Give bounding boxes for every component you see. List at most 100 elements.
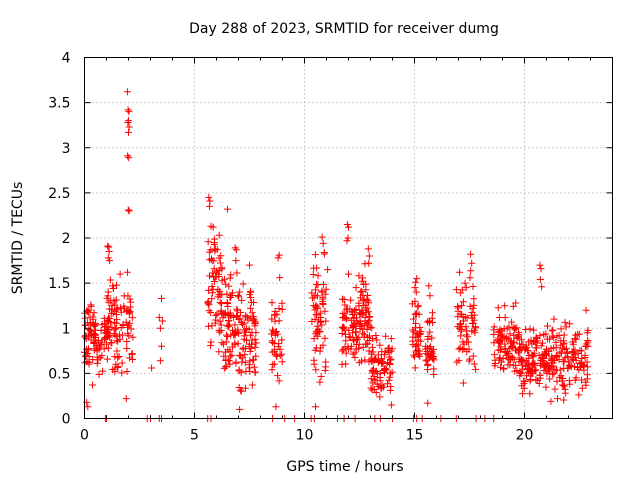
data-point-498 <box>314 304 322 312</box>
data-point-1257 <box>158 342 165 350</box>
data-point-816 <box>429 354 437 362</box>
data-point-1159 <box>546 375 554 383</box>
data-point-61 <box>104 344 112 352</box>
data-point-198 <box>123 368 131 376</box>
data-point-349 <box>250 299 258 307</box>
data-point-128 <box>104 292 112 300</box>
data-point-598 <box>355 272 363 280</box>
data-point-297 <box>232 359 240 367</box>
data-point-1305 <box>122 395 130 403</box>
data-point-454 <box>270 328 278 336</box>
data-point-115 <box>111 301 119 309</box>
data-point-347 <box>249 356 257 364</box>
data-point-82 <box>103 340 111 348</box>
data-point-871 <box>463 348 471 356</box>
data-point-320 <box>233 305 241 313</box>
data-point-314 <box>226 293 234 301</box>
data-point-957 <box>494 304 502 312</box>
data-point-751 <box>411 353 419 361</box>
data-point-717 <box>370 385 378 393</box>
data-point-436 <box>271 307 279 315</box>
data-point-1185 <box>545 347 553 355</box>
data-point-864 <box>466 274 474 282</box>
data-point-695 <box>371 376 379 384</box>
data-point-321 <box>217 308 225 316</box>
data-point-653 <box>357 288 365 296</box>
data-point-1252 <box>106 257 114 265</box>
data-point-487 <box>309 271 317 279</box>
data-point-619 <box>355 302 363 310</box>
data-point-873 <box>468 308 476 316</box>
data-point-774 <box>410 315 418 323</box>
data-point-1276 <box>319 239 327 247</box>
data-point-154 <box>105 315 113 323</box>
data-point-756 <box>417 337 425 345</box>
data-point-482 <box>314 332 322 340</box>
data-point-511 <box>321 307 329 315</box>
data-point-1203 <box>548 332 556 340</box>
data-point-652 <box>362 301 370 309</box>
data-point-1254 <box>155 313 163 321</box>
data-point-1227 <box>581 353 589 361</box>
data-point-1229 <box>549 362 557 370</box>
data-point-986 <box>536 332 544 340</box>
data-point-170 <box>126 354 134 362</box>
data-point-684 <box>367 375 375 383</box>
data-point-1188 <box>543 335 551 343</box>
data-point-188 <box>119 320 127 328</box>
data-point-862 <box>454 303 462 311</box>
data-point-938 <box>508 318 516 326</box>
data-point-65 <box>100 345 108 353</box>
data-point-1085 <box>535 380 543 388</box>
data-point-1282 <box>343 237 351 245</box>
data-point-1153 <box>571 334 579 342</box>
data-point-358 <box>250 363 258 371</box>
y-tick-label-3: 1.5 <box>48 276 70 292</box>
data-point-1301 <box>538 283 546 291</box>
data-point-1274 <box>274 254 282 262</box>
data-point-1300 <box>536 276 544 284</box>
data-point-1262 <box>205 202 213 210</box>
data-point-1269 <box>231 244 239 252</box>
data-point-295 <box>227 291 235 299</box>
data-point-877 <box>459 298 467 306</box>
data-point-153 <box>104 326 112 334</box>
data-point-645 <box>358 287 366 295</box>
data-point-97 <box>90 332 98 340</box>
data-point-1196 <box>559 358 567 366</box>
data-point-656 <box>369 335 377 343</box>
data-point-452 <box>268 366 276 374</box>
data-point-1087 <box>540 331 548 339</box>
data-point-817 <box>426 318 434 326</box>
data-point-614 <box>358 277 366 285</box>
data-point-468 <box>322 317 330 325</box>
data-point-484 <box>311 306 319 314</box>
data-point-517 <box>313 264 321 272</box>
data-point-1067 <box>518 358 526 366</box>
data-point-483 <box>316 344 324 352</box>
data-point-389 <box>235 351 243 359</box>
data-point-1181 <box>568 338 576 346</box>
data-point-1246 <box>116 270 124 278</box>
data-point-564 <box>338 329 346 337</box>
data-point-1241 <box>125 128 132 136</box>
data-point-187 <box>129 355 137 363</box>
data-point-66 <box>91 338 99 346</box>
data-point-1277 <box>320 248 328 256</box>
x-tick-label-4: 20 <box>516 428 534 444</box>
data-point-980 <box>495 356 503 364</box>
data-point-1041 <box>516 369 524 377</box>
data-point-221 <box>212 311 220 319</box>
data-point-1268 <box>208 257 216 265</box>
data-point-277 <box>218 291 226 299</box>
data-point-508 <box>317 372 325 380</box>
data-point-735 <box>368 324 376 332</box>
data-point-1237 <box>125 108 133 116</box>
data-point-670 <box>372 332 380 340</box>
data-point-343 <box>236 288 244 296</box>
data-point-582 <box>342 337 350 345</box>
data-point-376 <box>242 312 250 320</box>
data-point-418 <box>278 336 286 344</box>
data-point-679 <box>386 370 394 378</box>
data-point-42 <box>87 301 95 309</box>
